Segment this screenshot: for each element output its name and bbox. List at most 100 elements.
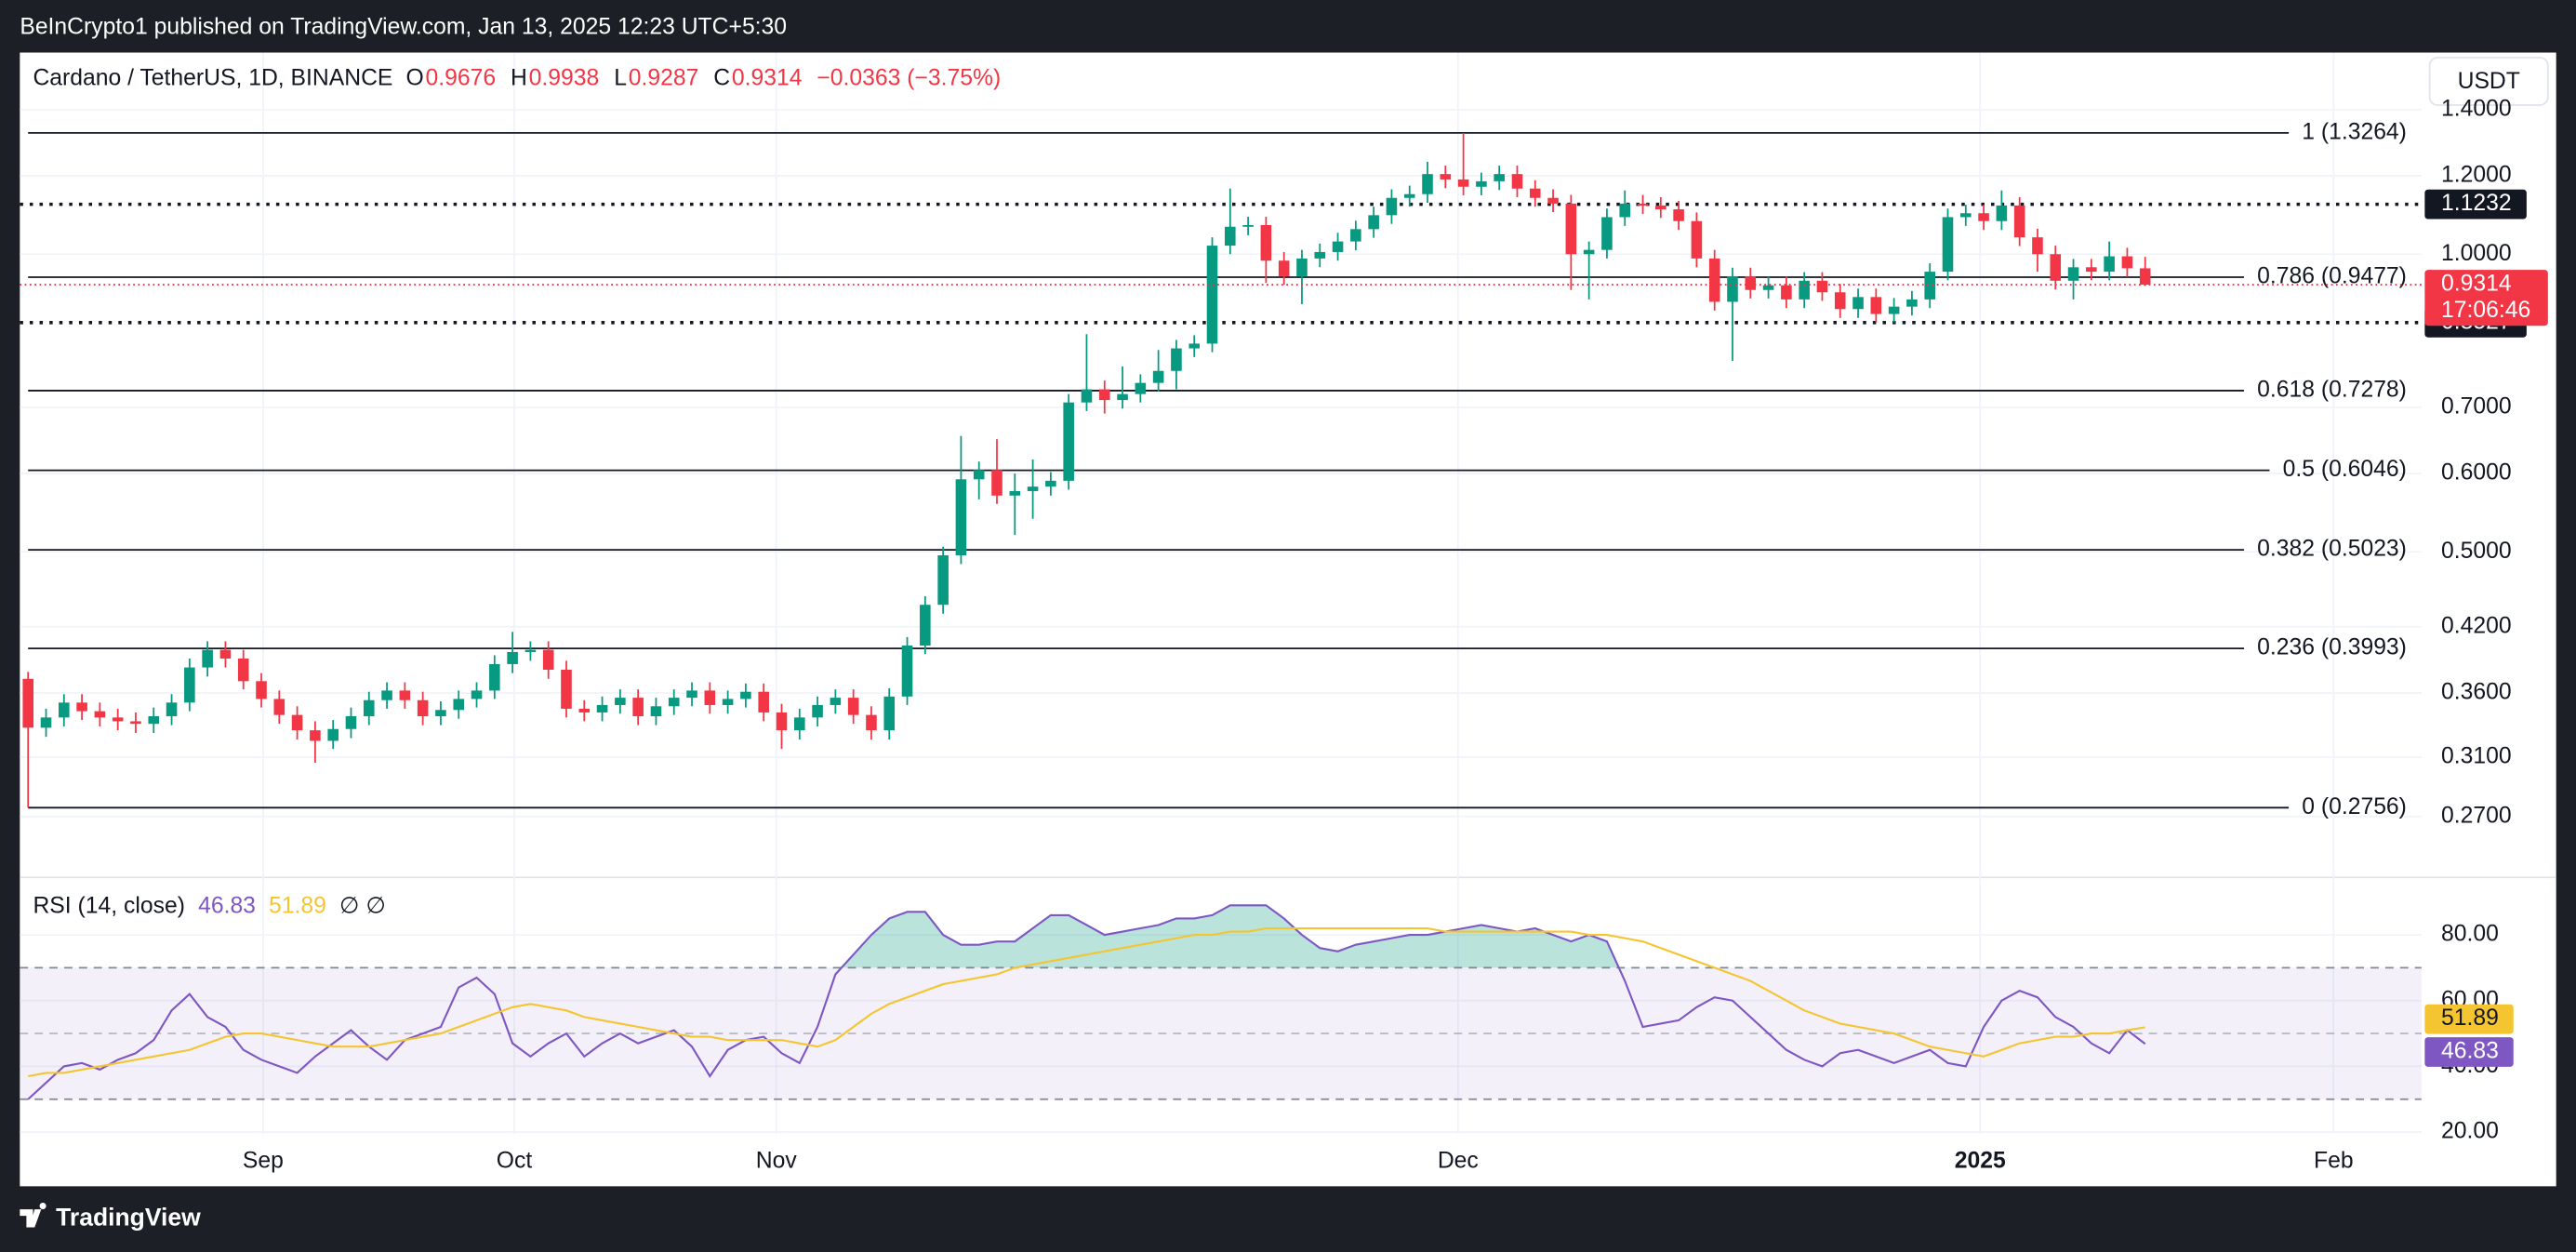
candle-body xyxy=(1583,249,1595,255)
candle-body xyxy=(615,698,626,705)
candle-body xyxy=(1296,258,1308,276)
candle-body xyxy=(793,717,805,731)
candle-body xyxy=(1637,203,1649,206)
candle-body xyxy=(1781,285,1792,300)
candle-body xyxy=(1601,217,1613,250)
button-label[interactable]: USDT xyxy=(2458,69,2520,94)
chart-panel xyxy=(20,52,2556,1187)
legends: Cardano / TetherUS, 1D, BINANCE O 0.9676 H 0… xyxy=(33,65,1001,918)
candle-body xyxy=(1188,343,1201,349)
rsi-value-badge xyxy=(2424,1004,2514,1034)
overbought-fill xyxy=(28,905,2145,968)
candle-body xyxy=(1457,179,1469,187)
candle-body xyxy=(1225,226,1236,246)
candle-body xyxy=(991,470,1003,496)
y-tick-label: 1.4000 xyxy=(2441,96,2512,121)
candle-body xyxy=(202,649,213,668)
grid xyxy=(20,52,2422,1134)
rsi-value-badge xyxy=(2424,1037,2514,1067)
candle-body xyxy=(2121,256,2133,269)
y-tick-label: 0.7000 xyxy=(2441,393,2512,419)
candle-body xyxy=(1135,382,1147,394)
logo-text: TradingView xyxy=(56,1204,201,1232)
candle-body xyxy=(1206,246,1218,344)
candle-body xyxy=(291,714,303,731)
candle-body xyxy=(955,479,967,555)
candle-body xyxy=(1027,486,1039,491)
candle-body xyxy=(1745,275,1757,290)
fib-levels: 1 (1.3264)0.786 (0.9477)0.618 (0.7278)0.… xyxy=(20,119,2422,819)
candle-body xyxy=(184,667,195,703)
candle-body xyxy=(1476,180,1487,187)
legend-title: Cardano / TetherUS, 1D, BINANCE xyxy=(33,65,392,90)
candle-body xyxy=(1942,217,1954,273)
candle-body xyxy=(632,698,644,716)
candle-body xyxy=(542,649,554,670)
legend-label: O xyxy=(406,65,424,90)
candle-body xyxy=(2067,267,2079,281)
candle-body xyxy=(883,696,896,731)
fib-label: 1 (1.3264) xyxy=(2302,119,2407,144)
rsi-line xyxy=(27,904,2146,1100)
candle-body xyxy=(1422,174,1433,194)
y-tick-label: 0.4200 xyxy=(2441,613,2512,638)
key-level-badge xyxy=(2424,189,2527,220)
candle-body xyxy=(1547,197,1559,204)
legend-value: 0.9287 xyxy=(629,65,699,90)
candle-body xyxy=(273,699,285,715)
candle-body xyxy=(704,690,716,705)
candle-body xyxy=(937,554,949,606)
candle-body xyxy=(1799,280,1810,300)
candle-body xyxy=(830,698,842,705)
x-tick-label: Feb xyxy=(2314,1148,2354,1173)
button-frame[interactable] xyxy=(2428,56,2549,106)
candle-body xyxy=(1727,275,1738,302)
candle-body xyxy=(489,663,500,691)
legend-label: H xyxy=(511,65,527,90)
candle-body xyxy=(148,715,160,725)
candle-body xyxy=(166,702,178,716)
y-tick-label: 1.0000 xyxy=(2441,241,2512,266)
candle-body xyxy=(76,702,87,712)
candle-body xyxy=(40,717,52,728)
legend-title: RSI (14, close) xyxy=(33,894,184,919)
y-tick-label: 1.2000 xyxy=(2441,163,2512,188)
candle-body xyxy=(1278,260,1290,276)
candle-body xyxy=(327,728,339,741)
candle-body xyxy=(1565,203,1577,255)
candle-body xyxy=(668,698,680,707)
candle-body xyxy=(2050,254,2062,281)
x-tick-label: 2025 xyxy=(1955,1148,2006,1173)
candle-body xyxy=(237,658,249,682)
candle-body xyxy=(1691,220,1703,259)
candle-body xyxy=(2139,268,2151,286)
currency-button[interactable]: USDT xyxy=(2428,56,2549,106)
candle-body xyxy=(686,690,697,699)
footer-logo: TradingView xyxy=(20,1203,201,1232)
marks xyxy=(20,132,2422,1100)
candle-body xyxy=(920,605,931,646)
candle-body xyxy=(112,717,124,722)
candle-body xyxy=(2013,205,2025,238)
candle-body xyxy=(1834,292,1846,310)
candle-body xyxy=(847,698,859,715)
candle-body xyxy=(524,649,537,652)
candle-body xyxy=(471,690,483,699)
candle-body xyxy=(1242,225,1254,227)
candle-body xyxy=(435,710,446,716)
candle-body xyxy=(453,699,465,711)
legend-value: 46.83 xyxy=(198,894,256,919)
candle-body xyxy=(866,714,877,731)
candle-body xyxy=(722,699,734,705)
candle-body xyxy=(1816,280,1828,293)
x-tick-label: Nov xyxy=(756,1148,798,1173)
legend-extra: ∅ ∅ xyxy=(339,894,386,919)
candle-body xyxy=(1762,285,1774,290)
candle-body xyxy=(2032,237,2043,255)
candle-body xyxy=(1619,203,1631,218)
legend-label: C xyxy=(713,65,730,90)
x-tick-label: Dec xyxy=(1438,1148,1479,1173)
candle-body xyxy=(758,691,769,713)
